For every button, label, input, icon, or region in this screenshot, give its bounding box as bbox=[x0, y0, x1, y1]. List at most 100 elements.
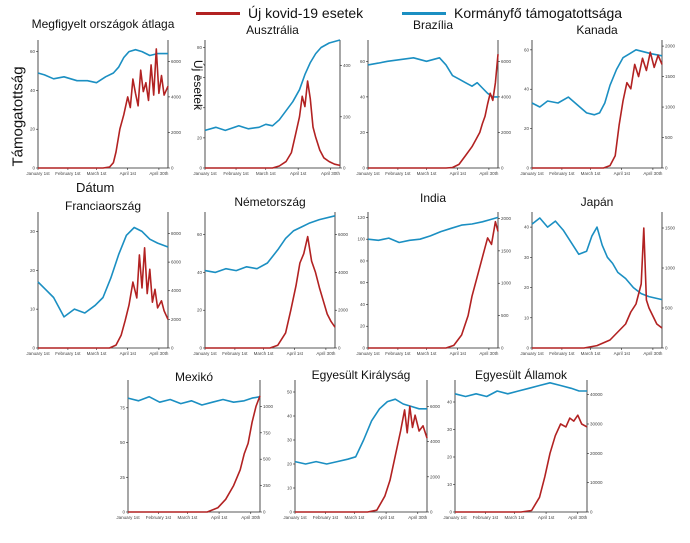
y-right-tick-label: 6000 bbox=[430, 404, 441, 409]
y-right-tick-label: 200 bbox=[343, 114, 351, 119]
support-line bbox=[204, 215, 336, 274]
x-tick-label: March 1st bbox=[417, 171, 438, 176]
support-line bbox=[294, 398, 427, 465]
legend-support: Kormányfő támogatottsága bbox=[402, 4, 622, 22]
x-tick-label: April 1st bbox=[450, 171, 467, 176]
x-tick-label: March 1st bbox=[581, 351, 602, 356]
y-right-tick-label: 0 bbox=[343, 166, 346, 171]
y-right-tick-label: 1500 bbox=[501, 248, 512, 253]
x-tick-label: April 30th bbox=[321, 171, 341, 176]
y-right-tick-label: 20000 bbox=[590, 451, 603, 456]
y-left-tick-label: 0 bbox=[199, 346, 202, 351]
y-right-tick-label: 0 bbox=[338, 346, 341, 351]
x-axis-title: Dátum bbox=[76, 180, 115, 195]
y-left-tick-label: 60 bbox=[360, 280, 366, 285]
x-tick-label: April 30th bbox=[316, 351, 336, 356]
chart-title: Kanada bbox=[576, 23, 618, 37]
y-right-tick-label: 4000 bbox=[338, 270, 349, 275]
y-left-tick-label: 30 bbox=[287, 438, 293, 443]
y-left-tick-label: 40 bbox=[524, 225, 530, 230]
support-line bbox=[37, 48, 168, 84]
y-left-tick-label: 20 bbox=[30, 127, 36, 132]
x-tick-label: January 1st bbox=[520, 351, 544, 356]
x-tick-label: February 1st bbox=[55, 171, 81, 176]
y-left-tick-label: 40 bbox=[287, 414, 293, 419]
y-right-tick-label: 6000 bbox=[501, 59, 512, 64]
y-right-tick-label: 4000 bbox=[430, 439, 441, 444]
x-tick-label: April 1st bbox=[290, 171, 307, 176]
y-left-tick-label: 20 bbox=[197, 308, 203, 313]
y-left-tick-label: 40 bbox=[197, 270, 203, 275]
cases-line bbox=[38, 48, 169, 169]
y-right-tick-label: 4000 bbox=[171, 288, 182, 293]
support-line bbox=[454, 382, 587, 398]
y-left-tick-label: 20 bbox=[360, 324, 366, 329]
cases-line bbox=[532, 227, 663, 349]
x-tick-label: April 1st bbox=[450, 351, 467, 356]
y-left-tick-label: 0 bbox=[526, 166, 529, 171]
y-right-tick-label: 750 bbox=[263, 430, 271, 435]
x-tick-label: April 30th bbox=[408, 515, 428, 520]
x-tick-label: April 30th bbox=[479, 351, 499, 356]
cases-line bbox=[205, 80, 341, 169]
y-right-tick-label: 6000 bbox=[338, 232, 349, 237]
y-right-tick-label: 2000 bbox=[430, 474, 441, 479]
support-line bbox=[531, 49, 663, 116]
x-tick-label: February 1st bbox=[549, 351, 575, 356]
x-tick-label: April 30th bbox=[643, 171, 663, 176]
chart-title: India bbox=[420, 191, 446, 205]
x-tick-label: April 1st bbox=[120, 351, 137, 356]
x-tick-label: April 1st bbox=[120, 171, 137, 176]
chart-panel: Japán 0 10 20 30 40 0 500 1000 1500 January 1st Feb… bbox=[520, 195, 675, 356]
legend-cases-label: Új kovid-19 esetek bbox=[248, 5, 364, 21]
y-left-tick-label: 0 bbox=[32, 346, 35, 351]
y-right-tick-label: 500 bbox=[501, 313, 509, 318]
chart-title: Mexikó bbox=[175, 370, 213, 384]
y-right-tick-label: 0 bbox=[590, 510, 593, 515]
cases-line bbox=[295, 405, 428, 513]
x-tick-label: January 1st bbox=[193, 351, 217, 356]
y-axis-title: Támogatottság bbox=[9, 66, 27, 167]
x-tick-label: January 1st bbox=[283, 515, 307, 520]
y-left-tick-label: 20 bbox=[524, 285, 530, 290]
chart-panel: Kanada 0 20 40 60 0 500 1000 1500 2000 January 1st… bbox=[520, 23, 675, 176]
y-right-tick-label: 0 bbox=[665, 346, 668, 351]
x-tick-label: March 1st bbox=[417, 351, 438, 356]
chart-panel: Franciaország 0 10 20 30 0 2000 4000 6000 8000 Jan… bbox=[26, 199, 181, 356]
chart-title: Megfigyelt országok átlaga bbox=[32, 17, 175, 31]
cases-line bbox=[368, 54, 499, 169]
y-right-tick-label: 500 bbox=[665, 306, 673, 311]
y-right-tick-label: 0 bbox=[501, 166, 504, 171]
support-line bbox=[127, 395, 261, 406]
y-right-tick-label: 1000 bbox=[665, 105, 676, 110]
legend: Új kovid-19 esetek Kormányfő támogatotts… bbox=[0, 0, 690, 26]
y-left-tick-label: 25 bbox=[120, 475, 126, 480]
chart-title: Egyesült Államok bbox=[475, 367, 568, 382]
x-tick-label: April 1st bbox=[378, 515, 395, 520]
y-left-tick-label: 20 bbox=[524, 126, 530, 131]
x-tick-label: April 30th bbox=[149, 351, 169, 356]
y-left-tick-label: 50 bbox=[120, 440, 126, 445]
x-tick-label: April 1st bbox=[211, 515, 228, 520]
y-right-tick-label: 8000 bbox=[171, 231, 182, 236]
x-tick-label: January 1st bbox=[26, 351, 50, 356]
y-right-tick-label: 40000 bbox=[590, 392, 603, 397]
y-right-tick-label: 500 bbox=[665, 135, 673, 140]
y-right-tick-label: 1500 bbox=[665, 74, 676, 79]
chart-panel: Egyesült Királyság 0 10 20 30 40 50 0 2000 4000 60… bbox=[283, 368, 440, 520]
y-right-tick-label: 6000 bbox=[171, 59, 182, 64]
y-left-tick-label: 60 bbox=[360, 59, 366, 64]
x-tick-label: February 1st bbox=[385, 171, 411, 176]
chart-panel: Brazília 0 20 40 60 0 2000 4000 6000 January 1st F… bbox=[356, 18, 511, 176]
chart-title: Brazília bbox=[413, 18, 453, 32]
x-tick-label: March 1st bbox=[581, 171, 602, 176]
chart-title: Németország bbox=[234, 195, 305, 209]
y-right-tick-label: 0 bbox=[665, 166, 668, 171]
x-tick-label: March 1st bbox=[87, 171, 108, 176]
y-left-tick-label: 80 bbox=[197, 45, 203, 50]
support-line bbox=[367, 57, 498, 98]
y-left-tick-label: 120 bbox=[357, 215, 365, 220]
y-right-tick-label: 4000 bbox=[171, 94, 182, 99]
support-line bbox=[531, 217, 663, 301]
